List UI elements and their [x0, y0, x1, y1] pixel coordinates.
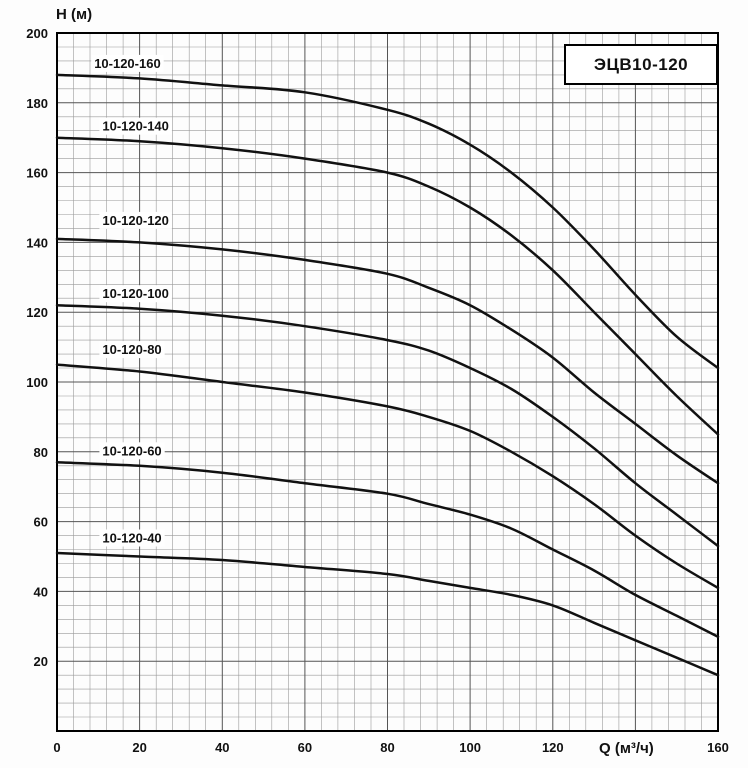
- curve-label-bg: [99, 529, 165, 547]
- pump-curve-10-120-40: [55, 551, 720, 677]
- curve-label-10-120-40: 10-120-40: [102, 531, 161, 546]
- x-tick-label: 40: [215, 740, 229, 755]
- pump-curve-10-120-80: [55, 363, 720, 590]
- y-tick-label: 80: [34, 445, 48, 460]
- curve-label-bg: [99, 341, 165, 359]
- y-tick-label: 100: [26, 375, 48, 390]
- chart-title-box: ЭЦВ10-120: [564, 44, 718, 85]
- pump-curve-10-120-60: [55, 461, 720, 639]
- y-tick-label: 40: [34, 584, 48, 599]
- curve-label-10-120-140: 10-120-140: [102, 119, 168, 134]
- x-tick-label: 80: [380, 740, 394, 755]
- x-tick-label: 100: [459, 740, 481, 755]
- curve-label-bg: [91, 54, 164, 72]
- pump-curve-10-120-160: [55, 73, 720, 370]
- x-tick-label: 160: [707, 740, 729, 755]
- curve-label-10-120-120: 10-120-120: [102, 213, 168, 228]
- curve-label-10-120-100: 10-120-100: [102, 286, 168, 301]
- y-axis-label: H (м): [56, 6, 93, 23]
- pump-curve-10-120-140: [55, 136, 720, 436]
- y-tick-label: 140: [26, 235, 48, 250]
- pump-curve-10-120-100: [55, 303, 720, 548]
- curve-label-bg: [99, 117, 172, 135]
- x-tick-label: 60: [298, 740, 312, 755]
- curve-label-10-120-80: 10-120-80: [102, 342, 161, 357]
- curve-label-bg: [99, 442, 165, 460]
- plot-frame: [56, 32, 719, 732]
- curve-label-10-120-60: 10-120-60: [102, 443, 161, 458]
- curve-label-bg: [99, 211, 172, 229]
- y-tick-label: 200: [26, 26, 48, 41]
- curve-label-bg: [99, 285, 172, 303]
- curve-label-10-120-160: 10-120-160: [94, 56, 161, 71]
- y-tick-label: 60: [34, 515, 48, 530]
- y-tick-label: 120: [26, 305, 48, 320]
- x-tick-label: 120: [542, 740, 564, 755]
- x-tick-label: 20: [132, 740, 146, 755]
- y-tick-label: 180: [26, 96, 48, 111]
- y-tick-label: 160: [26, 166, 48, 181]
- pump-curve-10-120-120: [55, 237, 720, 485]
- y-tick-label: 20: [34, 654, 48, 669]
- x-axis-label: Q (м³/ч): [599, 740, 654, 757]
- x-tick-label: 0: [53, 740, 60, 755]
